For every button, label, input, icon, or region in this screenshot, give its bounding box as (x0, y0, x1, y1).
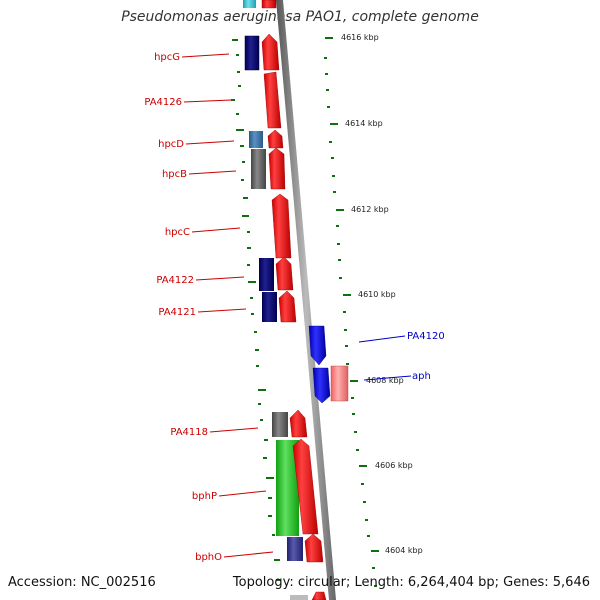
gene-label-hpcD: hpcD (158, 139, 184, 150)
gene-label-PA4120: PA4120 (407, 331, 445, 342)
genome-backbone (276, 0, 336, 600)
gene-arrow (263, 71, 282, 129)
gene-arrow (268, 147, 286, 190)
label-leaders (181, 53, 412, 558)
gene-arrow (261, 33, 280, 71)
forward-genes (261, 0, 327, 600)
gene-label-aph: aph (412, 371, 431, 382)
gene-arrow (308, 325, 327, 366)
scale-label-4614: 4614 kbp (345, 119, 383, 128)
gene-label-hpcG: hpcG (154, 52, 180, 63)
gene-box (330, 365, 349, 402)
scale-label-4610: 4610 kbp (358, 290, 396, 299)
gene-arrow (304, 533, 324, 563)
gene-arrow (271, 193, 292, 259)
gene-label-bphP: bphP (192, 491, 217, 502)
gene-arrow (278, 290, 297, 323)
gc-content-track (231, 39, 280, 581)
cog-track (243, 0, 308, 600)
gene-arrow (261, 0, 277, 9)
gene-arrow (312, 367, 331, 404)
map-title: Pseudomonas aeruginosa PAO1, complete ge… (121, 9, 479, 25)
gene-label-PA4121: PA4121 (158, 307, 196, 318)
accession-text: Accession: NC_002516 (8, 575, 156, 590)
scale-label-4612: 4612 kbp (351, 205, 389, 214)
gene-label-PA4126: PA4126 (144, 97, 182, 108)
scale-label-4616: 4616 kbp (341, 33, 379, 42)
gene-arrow (292, 438, 319, 535)
gene-label-bphO: bphO (195, 552, 222, 563)
gene-arrow (275, 256, 294, 291)
scale-ticks (324, 37, 379, 587)
gene-arrow (311, 591, 327, 600)
gene-label-hpcC: hpcC (165, 227, 190, 238)
reverse-genes (308, 325, 349, 404)
gene-label-PA4118: PA4118 (170, 427, 208, 438)
scale-label-4606: 4606 kbp (375, 461, 413, 470)
gene-arrow (289, 409, 308, 438)
gene-label-hpcB: hpcB (162, 169, 187, 180)
gene-label-PA4122: PA4122 (156, 275, 194, 286)
topology-text: Topology: circular; Length: 6,264,404 bp… (232, 575, 590, 590)
scale-label-4604: 4604 kbp (385, 546, 423, 555)
gene-arrow (267, 129, 284, 149)
scale-label-4608: 4608 kbp (366, 376, 404, 385)
